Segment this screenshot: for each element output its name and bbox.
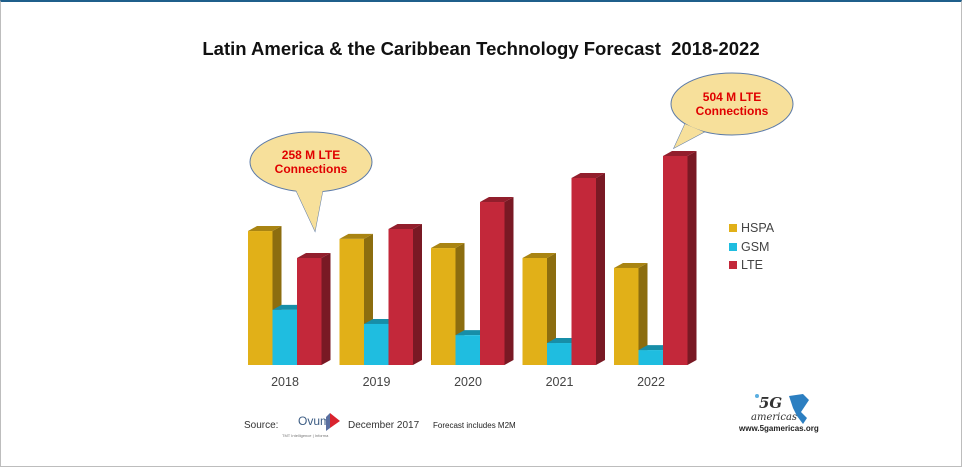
source-label: Source: [244,420,279,431]
5g-americas-logo: 5G americas [751,394,809,424]
callout-text: Connections [275,162,348,176]
legend-swatch-gsm [729,242,737,251]
legend-item-lte: LTE [729,256,774,275]
forecast-note: Forecast includes M2M [433,421,516,430]
bar-lte-2019 [388,223,422,365]
bar-lte-2022 [663,150,697,365]
legend-label-lte: LTE [741,258,763,273]
svg-text:americas: americas [751,412,797,423]
x-tick-label: 2020 [454,375,482,389]
legend-label-hspa: HSPA [741,221,775,236]
x-tick-label: 2021 [546,375,574,389]
bar-hspa-2022 [614,262,648,365]
callout-text: Connections [696,104,769,118]
ovum-logo-text: Ovum [298,414,331,428]
callout-text: 258 M LTE [282,148,340,162]
legend-label-gsm: GSM [741,239,770,254]
ovum-logo-subtext: TMT Intelligence | Informa [282,433,329,438]
bar-lte-2020 [480,197,514,365]
ovum-play-icon [326,413,340,431]
source-date: December 2017 [348,420,420,431]
ovum-logo: Ovum TMT Intelligence | Informa [280,411,342,441]
x-tick-label: 2022 [637,375,665,389]
legend-swatch-lte [729,261,737,270]
website-url: www.5gamericas.org [739,424,819,433]
legend-item-gsm: GSM [729,238,774,257]
x-tick-label: 2019 [363,375,391,389]
bar-lte-2021 [571,172,605,365]
x-tick-label: 2018 [271,375,299,389]
legend-swatch-hspa [729,224,737,233]
legend: HSPA GSM LTE [729,219,774,275]
svg-text:5G: 5G [759,394,782,412]
bar-lte-2018 [297,253,331,365]
chart-title: Latin America & the Caribbean Technology… [202,38,760,59]
legend-item-hspa: HSPA [729,219,774,238]
bar-hspa-2021 [522,253,556,365]
callout-text: 504 M LTE [703,90,761,104]
